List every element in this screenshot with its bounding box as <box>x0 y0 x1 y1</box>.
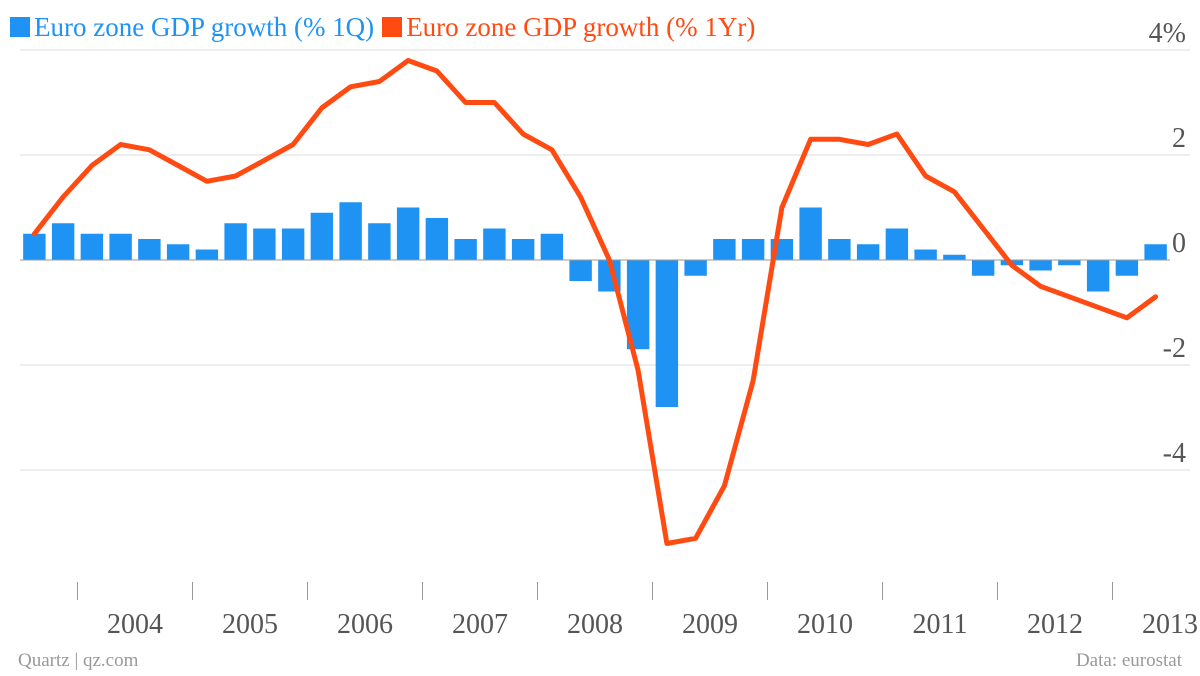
bar <box>368 223 391 260</box>
bar <box>224 223 247 260</box>
bar <box>138 239 161 260</box>
bar <box>799 207 822 260</box>
y-axis-tick-labels: 4% 2 0 -2 -4 <box>1149 18 1186 469</box>
bar <box>856 244 880 260</box>
bar <box>971 260 995 276</box>
bar <box>1029 260 1052 271</box>
bar <box>1086 260 1110 292</box>
y-tick-label: 4% <box>1149 18 1186 49</box>
bar <box>454 239 477 260</box>
bar <box>684 260 707 276</box>
x-tick-label: 2013 <box>1142 609 1198 640</box>
bar <box>655 260 679 407</box>
legend-swatch-annual <box>382 17 403 37</box>
y-tick-label: 0 <box>1172 228 1186 259</box>
grid-lines <box>20 49 1190 471</box>
bar <box>828 239 851 260</box>
bar <box>741 239 765 260</box>
bar <box>626 260 650 350</box>
legend-item-quarterly: Euro zone GDP growth (% 1Q) <box>10 10 374 44</box>
x-tick-label: 2005 <box>222 609 278 640</box>
bar <box>109 233 132 260</box>
data-source: Data: eurostat <box>1075 650 1182 671</box>
bar <box>1115 260 1139 276</box>
bar <box>943 254 966 260</box>
bar <box>339 202 362 260</box>
bar <box>425 218 449 260</box>
x-tick-label: 2006 <box>337 609 393 640</box>
x-tick-label: 2008 <box>567 609 623 640</box>
x-tick-label: 2009 <box>682 609 738 640</box>
bar <box>80 233 104 260</box>
y-tick-label: -2 <box>1163 333 1186 364</box>
bar <box>253 228 276 260</box>
bar <box>885 228 909 260</box>
bar <box>166 244 190 260</box>
bar <box>540 233 564 260</box>
source-credit: Quartz | qz.com <box>18 650 139 671</box>
bar <box>713 239 736 260</box>
bar <box>195 249 219 260</box>
x-tick-label: 2004 <box>107 609 163 640</box>
bar <box>23 233 46 260</box>
y-tick-label: -4 <box>1163 438 1186 469</box>
bar <box>281 228 305 260</box>
bar <box>914 249 937 260</box>
x-axis-ticks: 2004 2005 2006 2007 2008 2009 2010 2011 2012 2013 <box>77 582 1198 640</box>
y-tick-label: 2 <box>1172 123 1186 154</box>
legend-item-annual: Euro zone GDP growth (% 1Yr) <box>382 10 755 44</box>
bar <box>1058 260 1081 266</box>
bar <box>511 239 535 260</box>
legend: Euro zone GDP growth (% 1Q) Euro zone GD… <box>10 10 763 44</box>
bar <box>1144 244 1167 260</box>
annual-growth-line <box>31 58 1159 546</box>
bar <box>51 223 75 260</box>
bar-series-quarterly <box>23 202 1167 407</box>
x-tick-label: 2010 <box>797 609 853 640</box>
x-tick-label: 2007 <box>452 609 508 640</box>
legend-label-quarterly: Euro zone GDP growth (% 1Q) <box>34 12 375 42</box>
bar <box>569 260 592 281</box>
line-series-annual <box>31 58 1159 546</box>
bar <box>396 207 420 260</box>
legend-swatch-quarterly <box>10 17 30 37</box>
legend-label-annual: Euro zone GDP growth (% 1Yr) <box>406 12 756 42</box>
x-tick-label: 2012 <box>1027 609 1083 640</box>
x-tick-label: 2011 <box>913 609 968 640</box>
bar <box>483 228 506 260</box>
bar <box>310 212 334 260</box>
